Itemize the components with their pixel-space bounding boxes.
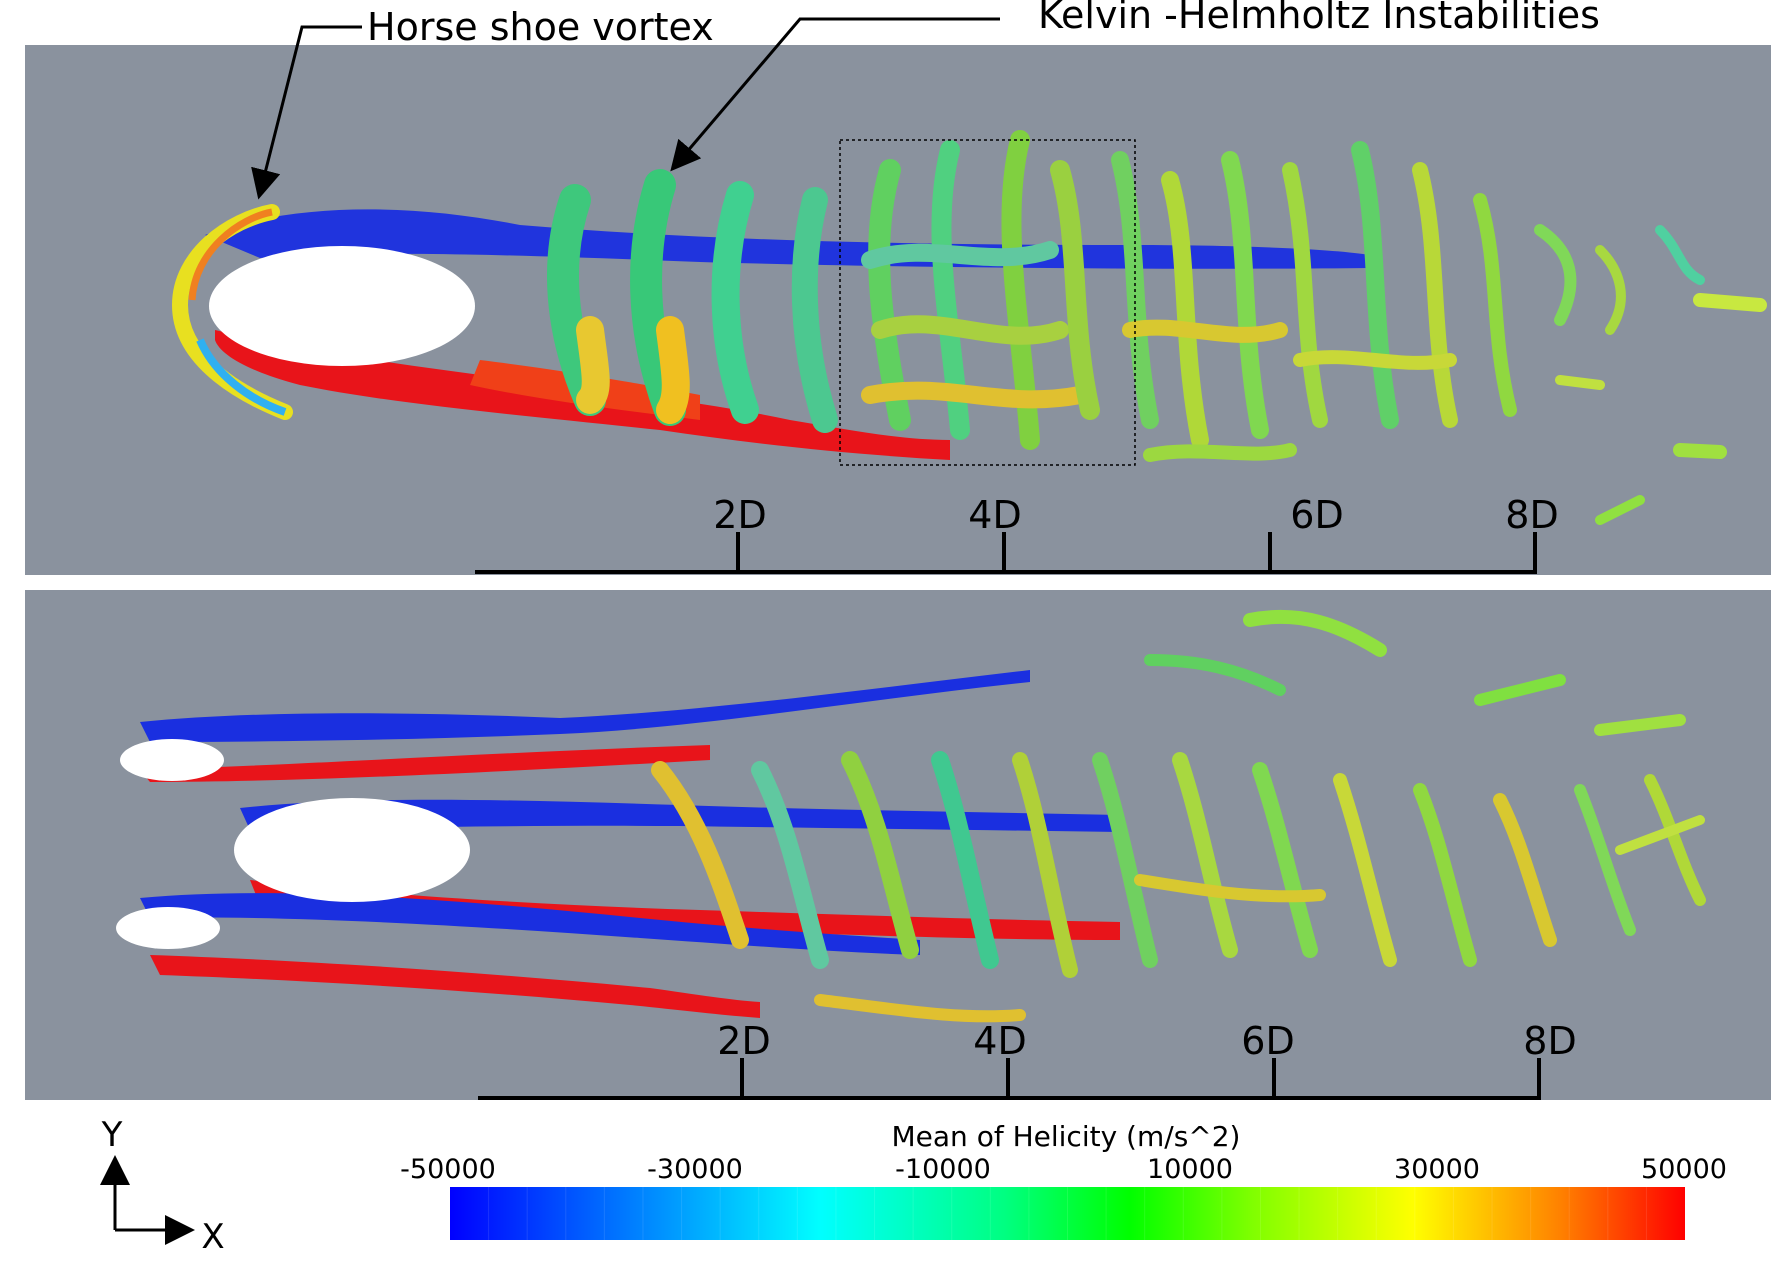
horseshoe-label: Horse shoe vortex (367, 5, 714, 49)
bottom-scale-bar: 2D 4D 6D 8D (478, 1019, 1577, 1100)
lower-bluff-body (116, 907, 220, 949)
colorbar-tick-label: 50000 (1641, 1154, 1727, 1185)
bluff-body (209, 246, 475, 366)
bottom-negative-layer-upper (140, 670, 1030, 742)
colorbar-tick-label: -30000 (647, 1154, 743, 1185)
bottom-negative-layer-lower (140, 893, 920, 955)
bottom-tick-label: 8D (1523, 1019, 1576, 1063)
colorbar-tick-label: 10000 (1147, 1154, 1233, 1185)
top-tick-label: 8D (1505, 493, 1558, 537)
colorbar-tick-label: 30000 (1394, 1154, 1480, 1185)
colorbar-gradient (450, 1187, 1685, 1240)
bottom-positive-layer-upper (140, 745, 710, 782)
axes-glyph: Y X (100, 1115, 225, 1257)
bottom-panel: 2D 4D 6D 8D (25, 590, 1771, 1100)
top-tick-label: 6D (1290, 493, 1343, 537)
top-tick-label: 2D (713, 493, 766, 537)
bottom-tick-label: 4D (973, 1019, 1026, 1063)
bottom-tick-label: 6D (1241, 1019, 1294, 1063)
bottom-tick-label: 2D (717, 1019, 770, 1063)
upper-bluff-body (120, 739, 224, 781)
horseshoe-vortex-highlight (188, 208, 273, 301)
top-turbulent-wake (861, 141, 1767, 525)
colorbar-title: Mean of Helicity (m/s^2) (892, 1120, 1241, 1153)
colorbar-tick-label: -10000 (895, 1154, 991, 1185)
top-tick-label: 4D (968, 493, 1021, 537)
top-scale-bar: 2D 4D 6D 8D (475, 493, 1559, 574)
kelvin-annotation: Kelvin -Helmholtz Instabilities (670, 0, 1600, 172)
y-axis-label: Y (101, 1115, 123, 1155)
middle-bluff-body (234, 798, 470, 902)
colorbar: Mean of Helicity (m/s^2) -50000 -30000 -… (400, 1120, 1727, 1240)
colorbar-tick-label: -50000 (400, 1154, 496, 1185)
bottom-positive-layer-lower (150, 955, 760, 1018)
x-axis-label: X (201, 1217, 224, 1257)
colorbar-segments (488, 1187, 1647, 1240)
top-panel: Horse shoe vortex Kelvin -Helmholtz Inst… (25, 0, 1771, 575)
detail-box (839, 139, 1136, 466)
horseshoe-vortex-tail (196, 338, 287, 416)
horseshoe-annotation: Horse shoe vortex (251, 5, 714, 200)
kelvin-label: Kelvin -Helmholtz Instabilities (1038, 0, 1600, 37)
bottom-turbulent-wake (651, 609, 1706, 1023)
